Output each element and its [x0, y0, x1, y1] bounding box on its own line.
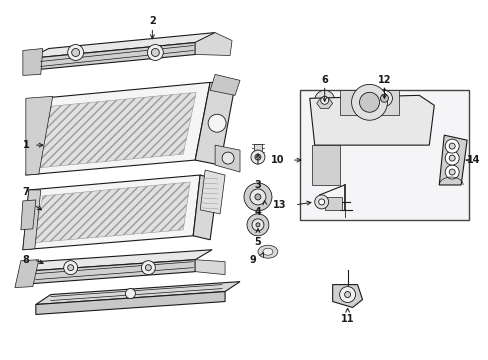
Polygon shape — [26, 96, 53, 175]
Polygon shape — [29, 42, 195, 71]
Circle shape — [125, 289, 135, 298]
Polygon shape — [339, 90, 399, 115]
Text: 8: 8 — [22, 255, 29, 265]
Text: 6: 6 — [321, 75, 327, 85]
Text: 7: 7 — [22, 187, 29, 197]
Circle shape — [314, 90, 334, 110]
Circle shape — [444, 151, 458, 165]
Polygon shape — [36, 282, 240, 305]
Polygon shape — [200, 170, 224, 214]
Polygon shape — [23, 175, 200, 250]
Polygon shape — [253, 144, 262, 157]
Text: 5: 5 — [254, 237, 261, 247]
Polygon shape — [195, 260, 224, 275]
Polygon shape — [21, 200, 36, 230]
Circle shape — [145, 265, 151, 271]
Circle shape — [208, 114, 225, 132]
Text: 13: 13 — [273, 200, 286, 210]
Polygon shape — [372, 89, 396, 107]
Circle shape — [141, 261, 155, 275]
Circle shape — [147, 45, 163, 60]
Bar — [299, 90, 468, 220]
Polygon shape — [316, 98, 332, 108]
Polygon shape — [438, 135, 466, 185]
Circle shape — [371, 93, 397, 119]
Polygon shape — [332, 285, 362, 307]
Circle shape — [251, 219, 264, 231]
Circle shape — [318, 199, 324, 205]
Circle shape — [314, 195, 328, 209]
Text: 2: 2 — [149, 15, 155, 26]
Polygon shape — [193, 175, 218, 240]
Text: 12: 12 — [377, 75, 390, 85]
Circle shape — [72, 49, 80, 57]
Circle shape — [320, 96, 328, 104]
Circle shape — [339, 287, 355, 302]
Circle shape — [249, 189, 265, 205]
Polygon shape — [195, 32, 232, 55]
Text: 1: 1 — [22, 140, 29, 150]
Text: 3: 3 — [254, 180, 261, 190]
Circle shape — [376, 98, 392, 114]
Polygon shape — [19, 260, 195, 285]
Circle shape — [254, 154, 261, 160]
Polygon shape — [29, 32, 215, 58]
Circle shape — [67, 265, 74, 271]
Circle shape — [222, 152, 234, 164]
Polygon shape — [210, 75, 240, 95]
Polygon shape — [26, 82, 210, 175]
Circle shape — [250, 150, 264, 164]
Text: 14: 14 — [467, 155, 480, 165]
Polygon shape — [15, 260, 39, 288]
Circle shape — [254, 194, 261, 200]
Polygon shape — [23, 190, 41, 250]
Polygon shape — [195, 82, 235, 165]
Ellipse shape — [263, 248, 272, 255]
Circle shape — [448, 155, 454, 161]
Circle shape — [444, 139, 458, 153]
Circle shape — [444, 165, 458, 179]
Polygon shape — [36, 292, 224, 315]
Text: 9: 9 — [249, 255, 256, 265]
Circle shape — [244, 183, 271, 211]
Circle shape — [151, 49, 159, 57]
Polygon shape — [19, 250, 212, 272]
Circle shape — [246, 214, 268, 236]
Text: 10: 10 — [270, 155, 284, 165]
Circle shape — [376, 90, 392, 106]
Polygon shape — [215, 145, 240, 172]
Circle shape — [380, 94, 387, 102]
Circle shape — [359, 92, 379, 112]
Circle shape — [351, 84, 386, 120]
Text: 4: 4 — [254, 207, 261, 217]
Circle shape — [448, 143, 454, 149]
Polygon shape — [33, 182, 190, 243]
Circle shape — [67, 45, 83, 60]
Circle shape — [255, 223, 260, 227]
Text: 11: 11 — [340, 314, 354, 324]
Ellipse shape — [258, 245, 277, 258]
Circle shape — [63, 261, 78, 275]
Polygon shape — [23, 49, 42, 75]
Polygon shape — [36, 92, 196, 168]
Polygon shape — [309, 95, 433, 145]
Polygon shape — [324, 197, 341, 210]
Circle shape — [344, 292, 350, 298]
Polygon shape — [311, 145, 339, 185]
Circle shape — [448, 169, 454, 175]
